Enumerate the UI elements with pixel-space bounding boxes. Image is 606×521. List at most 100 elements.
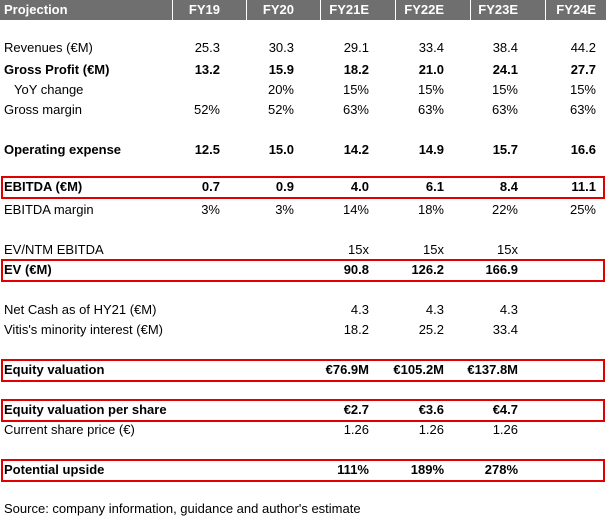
row-value: 22% — [491, 202, 518, 217]
row-value: 30.3 — [268, 40, 294, 55]
row-value: 0.7 — [201, 179, 220, 194]
row-label: Revenues (€M) — [4, 40, 93, 55]
row-value: 16.6 — [570, 142, 596, 157]
row-value: 24.1 — [492, 62, 518, 77]
row-value: 52% — [193, 102, 220, 117]
row-value: 0.9 — [275, 179, 294, 194]
highlight-box — [1, 259, 605, 282]
row-value: 4.0 — [350, 179, 369, 194]
row-value: 4.3 — [350, 302, 369, 317]
row-value: 14.2 — [343, 142, 369, 157]
row-value: 11.1 — [571, 179, 596, 194]
row-value: 4.3 — [499, 302, 518, 317]
row-label: Current share price (€) — [4, 422, 135, 437]
highlight-box — [1, 399, 605, 422]
row-label: Gross Profit (€M) — [4, 62, 110, 77]
header-separator — [470, 0, 471, 20]
row-value: 14% — [342, 202, 369, 217]
row-value: 33.4 — [492, 322, 518, 337]
row-value: €137.8M — [467, 362, 518, 377]
row-value: 15x — [348, 242, 369, 257]
row-value: 1.26 — [418, 422, 444, 437]
highlight-box — [1, 459, 605, 482]
row-value: 29.1 — [343, 40, 369, 55]
row-value: 15% — [491, 82, 518, 97]
row-value: 63% — [569, 102, 596, 117]
row-value: 8.4 — [499, 179, 518, 194]
row-value: 21.0 — [418, 62, 444, 77]
row-value: €3.6 — [418, 402, 444, 417]
header-separator — [545, 0, 546, 20]
header-label: FY20 — [262, 2, 294, 17]
row-label: EV/NTM EBITDA — [4, 242, 104, 257]
row-value: 15x — [497, 242, 518, 257]
row-label: Vitis's minority interest (€M) — [4, 322, 163, 337]
header-label: Projection — [4, 2, 68, 17]
row-label: EV (€M) — [4, 262, 52, 277]
row-label: Operating expense — [4, 142, 122, 157]
header-label: FY22E — [404, 2, 444, 17]
row-value: 33.4 — [418, 40, 444, 55]
row-value: 278% — [484, 462, 518, 477]
row-label: Net Cash as of HY21 (€M) — [4, 302, 157, 317]
row-label: EBITDA (€M) — [4, 179, 83, 194]
highlight-box — [1, 176, 605, 199]
row-value: 15.9 — [268, 62, 294, 77]
row-value: 14.9 — [418, 142, 444, 157]
row-value: €105.2M — [393, 362, 444, 377]
row-value: 52% — [267, 102, 294, 117]
row-value: €2.7 — [343, 402, 369, 417]
row-label: Potential upside — [4, 462, 105, 477]
row-value: 1.26 — [343, 422, 369, 437]
header-bar — [0, 0, 606, 20]
header-label: FY19 — [188, 2, 220, 17]
row-value: 15% — [342, 82, 369, 97]
row-value: 25.3 — [194, 40, 220, 55]
header-label: FY21E — [329, 2, 369, 17]
row-value: 63% — [342, 102, 369, 117]
row-value: 20% — [267, 82, 294, 97]
row-value: 63% — [491, 102, 518, 117]
header-separator — [320, 0, 321, 20]
row-label: EBITDA margin — [4, 202, 94, 217]
row-value: 90.8 — [343, 262, 369, 277]
row-value: 4.3 — [425, 302, 444, 317]
row-value: 15x — [423, 242, 444, 257]
row-value: 44.2 — [570, 40, 596, 55]
row-value: 18.2 — [343, 62, 369, 77]
header-label: FY23E — [478, 2, 518, 17]
row-value: 18.2 — [343, 322, 369, 337]
row-value: 3% — [275, 202, 294, 217]
header-separator — [395, 0, 396, 20]
row-value: 15% — [417, 82, 444, 97]
header-separator — [246, 0, 247, 20]
row-label: YoY change — [14, 82, 84, 97]
row-label: Gross margin — [4, 102, 83, 117]
row-value: 15% — [569, 82, 596, 97]
row-value: €76.9M — [325, 362, 369, 377]
row-value: 15.7 — [492, 142, 518, 157]
row-value: 126.2 — [411, 262, 444, 277]
row-value: 6.1 — [425, 179, 444, 194]
row-value: 27.7 — [570, 62, 596, 77]
row-value: €4.7 — [492, 402, 518, 417]
row-value: 166.9 — [485, 262, 518, 277]
row-value: 189% — [410, 462, 444, 477]
row-value: 13.2 — [194, 62, 220, 77]
row-label: Equity valuation per share — [4, 402, 167, 417]
row-value: 63% — [417, 102, 444, 117]
row-value: 15.0 — [268, 142, 294, 157]
highlight-box — [1, 359, 605, 382]
row-value: 38.4 — [492, 40, 518, 55]
row-value: 111% — [337, 462, 369, 477]
row-label: Equity valuation — [4, 362, 105, 377]
header-separator — [172, 0, 173, 20]
row-value: 12.5 — [194, 142, 220, 157]
row-value: 1.26 — [492, 422, 518, 437]
source-note: Source: company information, guidance an… — [4, 501, 361, 516]
row-value: 25% — [569, 202, 596, 217]
header-label: FY24E — [556, 2, 596, 17]
row-value: 3% — [201, 202, 220, 217]
row-value: 25.2 — [418, 322, 444, 337]
